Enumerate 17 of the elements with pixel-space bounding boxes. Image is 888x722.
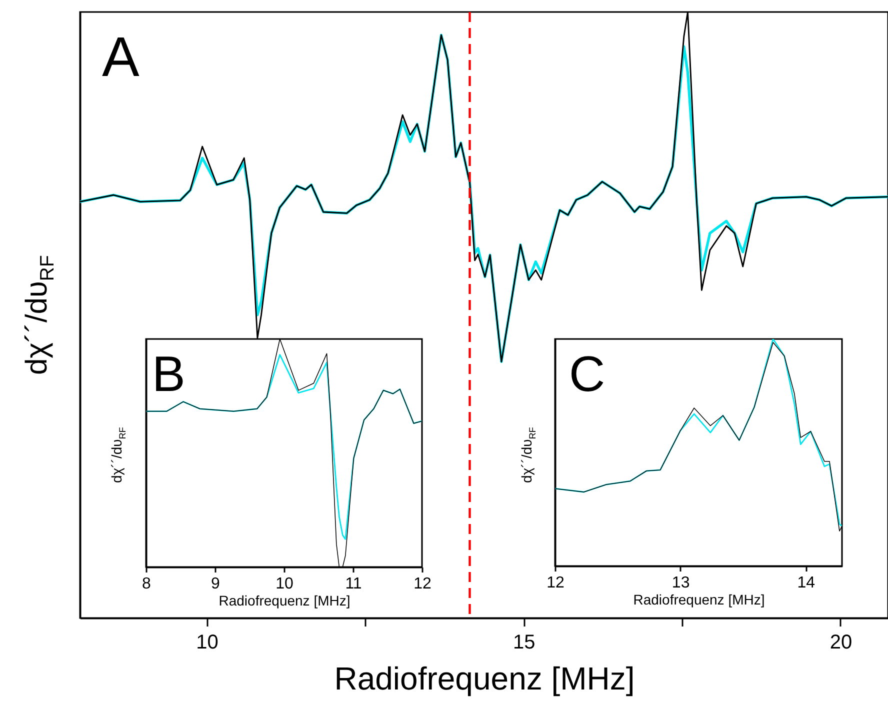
x-tick-label: 12 xyxy=(414,576,432,592)
annotation: C xyxy=(569,346,606,402)
annotation: B xyxy=(152,346,186,402)
x-tick-label: 12 xyxy=(546,574,564,592)
x-tick-label: 11 xyxy=(345,576,362,592)
x-tick-label: 15 xyxy=(512,632,536,654)
x-axis-title: Radiofrequenz [MHz] xyxy=(334,660,635,696)
x-axis-title: Radiofrequenz [MHz] xyxy=(218,592,350,608)
x-axis-title: Radiofrequenz [MHz] xyxy=(633,592,765,608)
x-tick-label: 20 xyxy=(830,632,852,654)
x-tick-label: 9 xyxy=(211,576,220,592)
x-tick-label: 10 xyxy=(276,576,294,592)
x-tick-label: 8 xyxy=(142,576,152,592)
annotation: A xyxy=(102,25,140,88)
x-tick-label: 10 xyxy=(196,632,218,654)
x-tick-label: 13 xyxy=(672,574,690,592)
x-tick-label: 14 xyxy=(797,574,816,592)
